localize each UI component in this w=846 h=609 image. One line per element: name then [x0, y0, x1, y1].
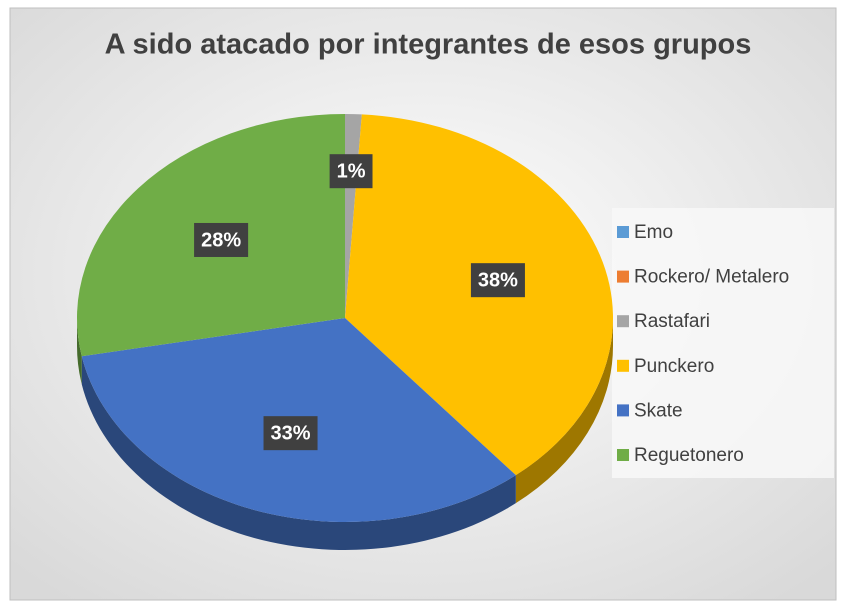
data-label-box: [194, 222, 249, 257]
pie-side: [515, 318, 613, 504]
chart-title: A sido atacado por integrantes de esos g…: [105, 29, 752, 61]
legend-swatch: [617, 449, 629, 461]
data-label: 28%: [201, 229, 241, 251]
data-label-box: [263, 416, 318, 451]
legend-box: [612, 208, 834, 478]
legend-label: Emo: [634, 222, 673, 243]
legend-swatch: [617, 359, 629, 372]
pie-side: [77, 318, 82, 385]
data-label: 1%: [337, 160, 366, 182]
legend-label: Rockero/ Metalero: [634, 267, 789, 288]
pie-side: [81, 356, 516, 551]
legend-swatch: [617, 270, 629, 283]
legend-label: Reguetonero: [634, 445, 744, 466]
legend-label: Rastafari: [634, 311, 710, 332]
data-label-box: [329, 154, 373, 189]
data-label: 33%: [271, 422, 311, 444]
legend-label: Punckero: [634, 356, 714, 377]
data-label-box: [470, 263, 525, 298]
data-label: 38%: [478, 269, 518, 291]
legend-swatch: [617, 226, 629, 238]
legend-label: Skate: [634, 400, 683, 421]
legend-swatch: [617, 404, 629, 417]
legend-swatch: [617, 315, 629, 328]
